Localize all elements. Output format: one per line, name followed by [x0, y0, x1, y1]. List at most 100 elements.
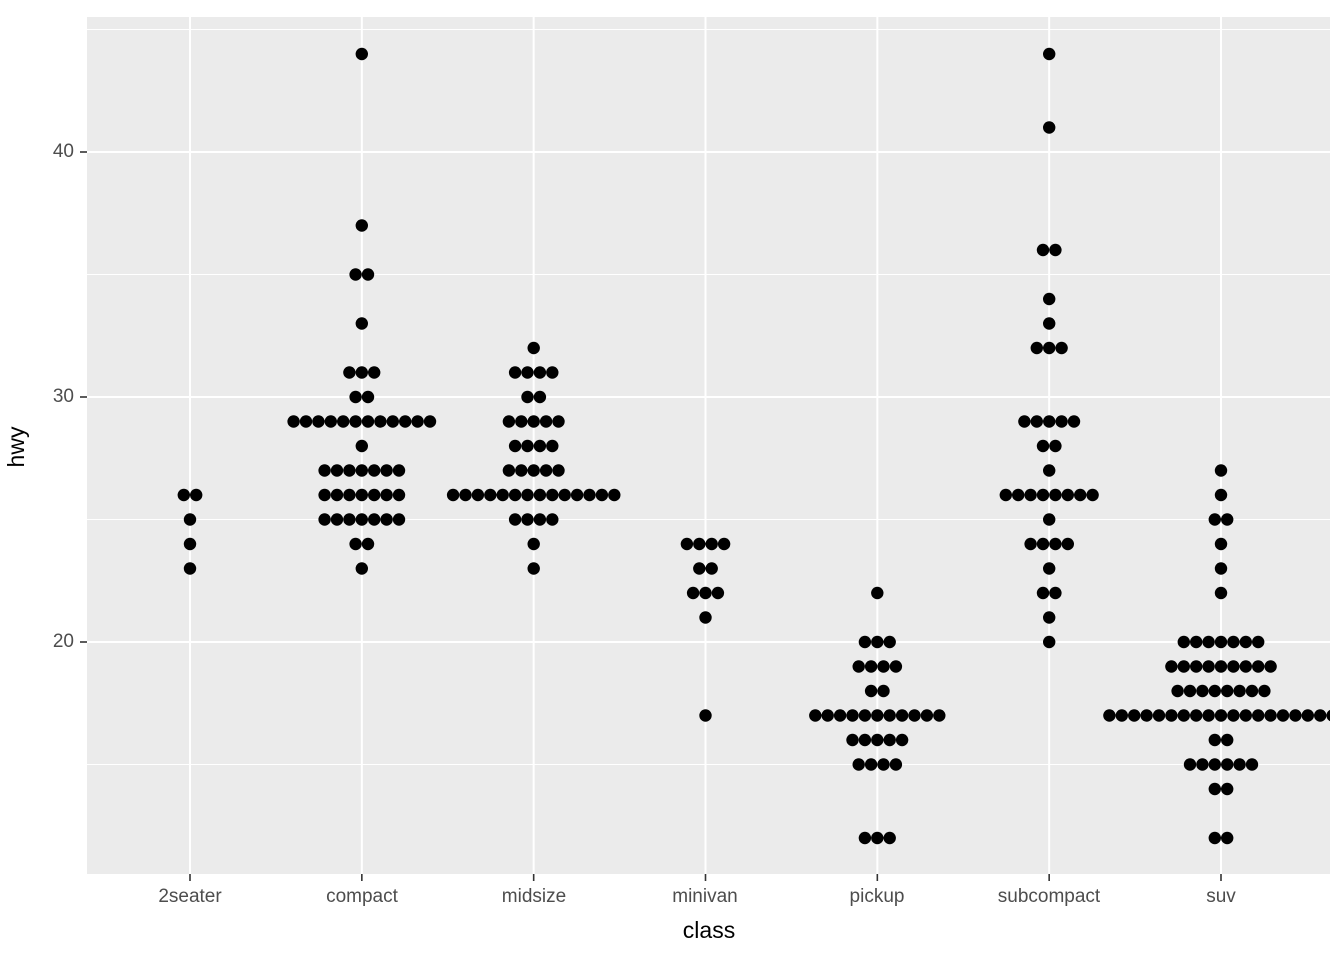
grid-major-y [87, 151, 1330, 643]
dot [1128, 709, 1141, 722]
dot [864, 684, 878, 698]
dot [1196, 758, 1209, 771]
dot [1264, 709, 1277, 722]
dot [1208, 513, 1222, 526]
dot [871, 635, 884, 649]
dot [1165, 660, 1178, 673]
dot [423, 415, 437, 428]
dot [895, 733, 909, 747]
dot [1208, 733, 1222, 747]
dot [908, 709, 921, 722]
dot [1239, 660, 1253, 673]
dot [1103, 709, 1116, 722]
dot [1049, 488, 1062, 502]
dot [330, 464, 344, 477]
dot [1221, 758, 1234, 771]
dot [858, 831, 872, 845]
dot [343, 464, 356, 477]
dot [1202, 709, 1215, 722]
dot [1043, 513, 1056, 526]
dot [864, 758, 878, 771]
x-tick-label-suv: suv [1206, 886, 1236, 907]
dot [446, 488, 460, 502]
dot [1043, 121, 1056, 134]
dot [502, 464, 516, 477]
dot [380, 513, 393, 526]
dot [546, 366, 559, 379]
dot [355, 488, 368, 502]
dot [515, 415, 528, 428]
dot [1208, 758, 1222, 771]
dot [190, 488, 203, 502]
dot [1177, 660, 1191, 673]
dot [1245, 758, 1259, 771]
dot [380, 488, 393, 502]
dot [1214, 537, 1228, 551]
dot [1202, 635, 1215, 649]
dot [361, 390, 375, 404]
dot [1177, 635, 1191, 649]
dot [871, 733, 884, 747]
dot [1221, 782, 1234, 796]
dot [533, 513, 547, 526]
dot [1227, 635, 1240, 649]
dot [889, 758, 903, 771]
dot [459, 488, 472, 502]
dot [318, 513, 331, 526]
dot [1055, 341, 1068, 355]
dot [533, 390, 547, 404]
dot [1214, 586, 1228, 600]
dot [361, 537, 375, 551]
dot [521, 488, 534, 502]
dot [1061, 537, 1075, 551]
dot [1012, 488, 1025, 502]
dot [1314, 709, 1327, 722]
dot [705, 562, 718, 575]
dot [1043, 341, 1056, 355]
dot [508, 513, 522, 526]
dot [411, 415, 424, 428]
dot [1196, 684, 1209, 698]
dot [349, 537, 362, 551]
dot [392, 464, 406, 477]
dot [1036, 488, 1050, 502]
dot [1036, 537, 1050, 551]
dot [399, 415, 412, 428]
dot [889, 660, 903, 673]
dot [546, 439, 559, 453]
dot [1190, 635, 1203, 649]
dot [552, 415, 565, 428]
dot [1177, 709, 1191, 722]
dot [521, 390, 534, 404]
dot [374, 415, 387, 428]
dot [533, 439, 547, 453]
dots-2seater [177, 488, 203, 575]
dot [183, 513, 197, 526]
dot [852, 660, 865, 673]
dot [183, 562, 197, 575]
dot [717, 537, 731, 551]
dot [539, 415, 553, 428]
dot [871, 831, 884, 845]
dot [515, 464, 528, 477]
dots-pickup [809, 586, 946, 845]
dot [693, 537, 706, 551]
dot [177, 488, 190, 502]
dot [355, 464, 368, 477]
dot [1208, 684, 1222, 698]
dot [1227, 660, 1240, 673]
dot [1252, 660, 1265, 673]
x-tick-label-2seater: 2seater [158, 886, 222, 907]
dot [1043, 292, 1056, 306]
y-tick-label-20: 20 [52, 631, 74, 652]
dot [546, 513, 559, 526]
dot [355, 317, 368, 330]
dot [527, 464, 540, 477]
dot [527, 562, 540, 575]
dot [1140, 709, 1153, 722]
dot [355, 439, 368, 453]
dot [1183, 684, 1197, 698]
dot [583, 488, 596, 502]
